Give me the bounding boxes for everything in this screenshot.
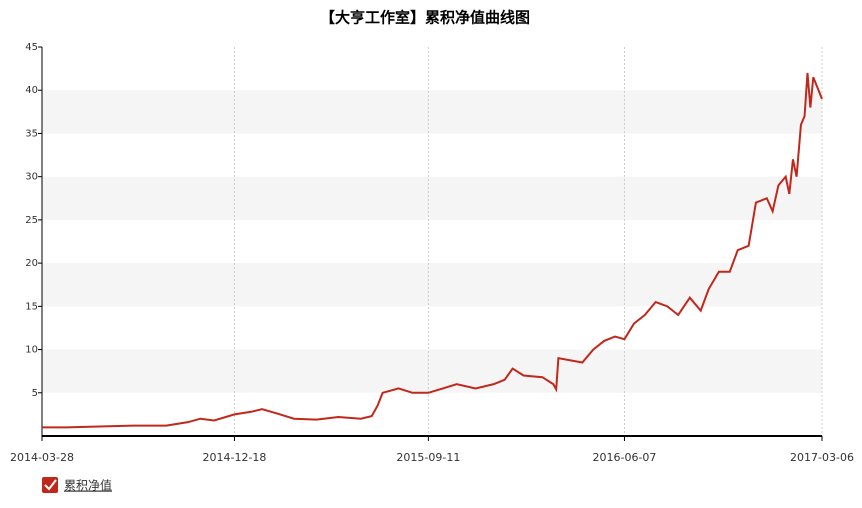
y-tick-label: 45: [25, 42, 38, 53]
y-tick-label: 40: [25, 85, 38, 96]
legend-item[interactable]: 累积净值: [42, 477, 112, 493]
x-tick-label: 2014-03-28: [10, 451, 74, 464]
grid-band: [42, 90, 822, 134]
x-tick-label: 2017-03-06: [790, 451, 854, 464]
y-tick-label: 5: [32, 388, 38, 399]
legend-checkbox: [42, 477, 58, 493]
data-line: [42, 72, 823, 429]
x-tick-label: 2014-12-18: [202, 451, 266, 464]
grid-band: [42, 176, 822, 220]
y-tick-label: 20: [25, 258, 38, 269]
x-tick-label: 2016-06-07: [592, 451, 656, 464]
y-tick-label: 25: [25, 215, 38, 226]
chart-title: 【大亨工作室】累积净值曲线图: [320, 9, 530, 27]
legend-label: 累积净值: [64, 478, 112, 493]
y-tick-label: 35: [25, 128, 38, 139]
y-tick-label: 10: [25, 345, 38, 356]
y-tick-label: 15: [25, 301, 38, 312]
x-tick-label: 2015-09-11: [396, 451, 460, 464]
grid-band: [42, 349, 822, 393]
legend-check: [44, 479, 57, 491]
y-tick-label: 30: [25, 172, 38, 183]
